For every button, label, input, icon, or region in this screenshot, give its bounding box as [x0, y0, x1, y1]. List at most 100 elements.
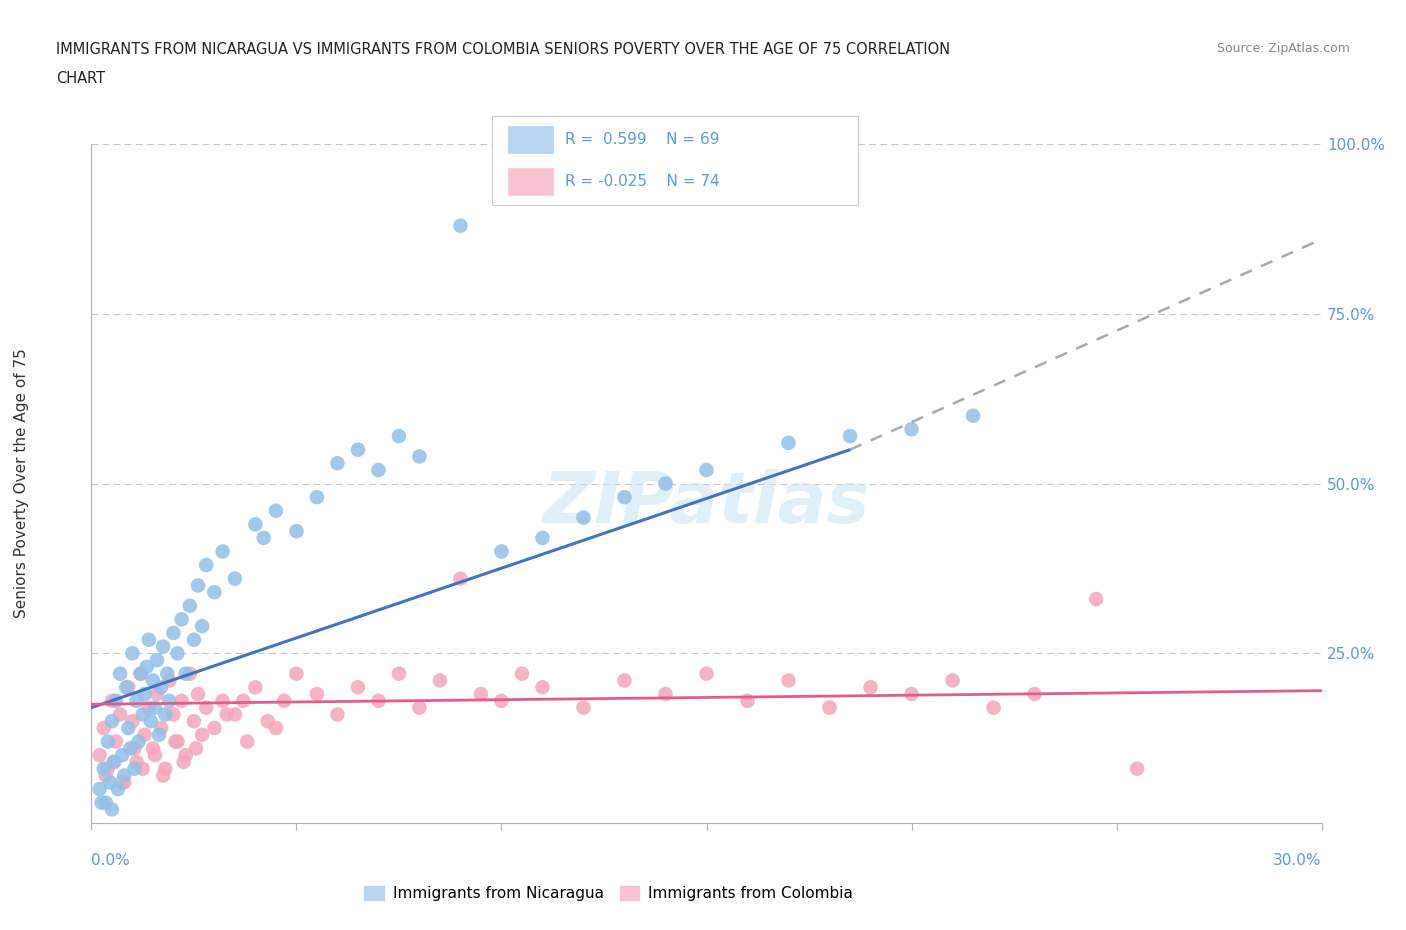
Point	[125, 694, 148, 709]
Point	[121, 646, 143, 661]
Point	[153, 762, 177, 777]
Point	[166, 646, 188, 661]
Point	[859, 680, 882, 695]
Point	[367, 694, 389, 709]
Point	[108, 707, 131, 722]
Point	[143, 700, 166, 715]
Point	[737, 694, 759, 709]
Point	[165, 734, 187, 749]
Point	[128, 734, 150, 749]
Point	[101, 802, 124, 817]
Point	[105, 694, 127, 709]
Point	[111, 775, 134, 790]
Point	[305, 490, 328, 505]
Point	[120, 741, 142, 756]
Point	[174, 748, 197, 763]
Point	[654, 476, 676, 491]
FancyBboxPatch shape	[506, 126, 554, 154]
Point	[124, 762, 146, 777]
Point	[191, 727, 214, 742]
Point	[253, 530, 276, 545]
Point	[245, 680, 267, 695]
Point	[211, 694, 233, 709]
Point	[111, 748, 134, 763]
Point	[97, 734, 120, 749]
Point	[150, 680, 173, 695]
Point	[131, 707, 153, 722]
Point	[146, 686, 169, 701]
Point	[531, 530, 554, 545]
Text: ZIPatlas: ZIPatlas	[543, 470, 870, 538]
Point	[449, 219, 471, 233]
Point	[101, 694, 124, 709]
Point	[97, 762, 120, 777]
Point	[142, 673, 165, 688]
Point	[232, 694, 254, 709]
Point	[215, 707, 238, 722]
Point	[695, 666, 717, 681]
Point	[264, 721, 287, 736]
Point	[245, 517, 267, 532]
Point	[224, 707, 246, 722]
Text: Source: ZipAtlas.com: Source: ZipAtlas.com	[1216, 42, 1350, 55]
Point	[388, 666, 411, 681]
Point	[131, 762, 153, 777]
Point	[408, 700, 430, 715]
Text: CHART: CHART	[56, 71, 105, 86]
Point	[839, 429, 862, 444]
Point	[184, 741, 207, 756]
Text: Seniors Poverty Over the Age of 75: Seniors Poverty Over the Age of 75	[14, 349, 28, 618]
Point	[134, 727, 156, 742]
Point	[107, 781, 129, 796]
Point	[613, 490, 636, 505]
Point	[179, 666, 201, 681]
Point	[98, 775, 121, 790]
Point	[103, 754, 125, 769]
Point	[142, 741, 165, 756]
Point	[108, 666, 131, 681]
Point	[166, 734, 188, 749]
Point	[695, 462, 717, 477]
Point	[139, 714, 162, 729]
Point	[491, 544, 513, 559]
Point	[117, 721, 139, 736]
Point	[135, 659, 157, 674]
Point	[173, 754, 195, 769]
Legend: Immigrants from Nicaragua, Immigrants from Colombia: Immigrants from Nicaragua, Immigrants fr…	[357, 879, 859, 907]
Point	[187, 578, 209, 593]
Point	[470, 686, 492, 701]
Point	[183, 632, 205, 647]
Point	[129, 666, 152, 681]
Point	[305, 686, 328, 701]
Text: 30.0%: 30.0%	[1274, 853, 1322, 868]
Point	[273, 694, 295, 709]
Point	[778, 435, 800, 450]
Point	[162, 707, 184, 722]
Point	[326, 456, 349, 471]
Text: R =  0.599    N = 69: R = 0.599 N = 69	[565, 132, 720, 147]
Point	[125, 754, 148, 769]
Point	[174, 666, 197, 681]
Point	[408, 449, 430, 464]
Point	[191, 618, 214, 633]
Point	[367, 462, 389, 477]
Point	[900, 422, 922, 437]
Point	[134, 686, 156, 701]
Point	[148, 727, 170, 742]
Point	[195, 700, 218, 715]
Point	[202, 585, 225, 600]
Point	[112, 768, 135, 783]
Point	[117, 680, 139, 695]
Point	[89, 781, 111, 796]
Point	[491, 694, 513, 709]
Point	[94, 795, 117, 810]
Point	[572, 700, 595, 715]
Point	[121, 714, 143, 729]
Point	[93, 762, 115, 777]
Point	[105, 734, 127, 749]
Point	[157, 673, 180, 688]
Point	[157, 694, 180, 709]
Point	[202, 721, 225, 736]
Point	[1024, 686, 1046, 701]
Point	[264, 503, 287, 518]
